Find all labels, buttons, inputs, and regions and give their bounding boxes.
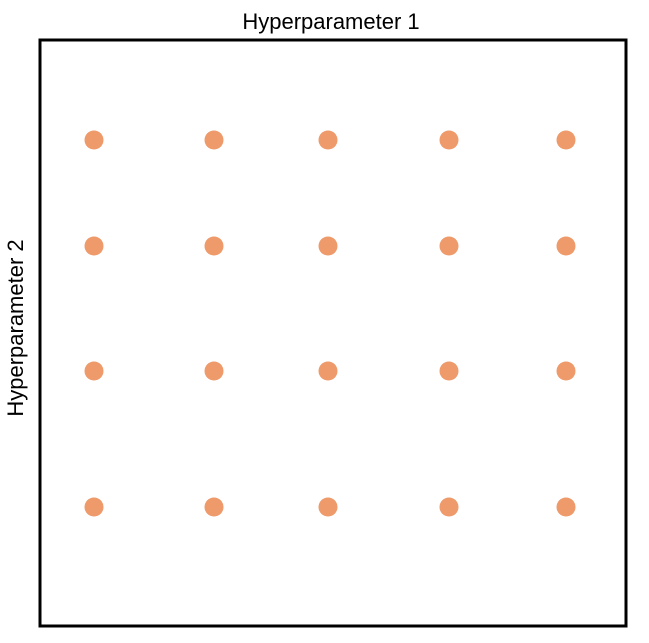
grid-point xyxy=(84,130,104,150)
x-axis-title: Hyperparameter 1 xyxy=(242,9,419,34)
plot-frame xyxy=(38,38,628,628)
grid-point xyxy=(204,236,224,256)
grid-point xyxy=(84,236,104,256)
grid-point xyxy=(204,361,224,381)
grid-point xyxy=(318,361,338,381)
grid-point xyxy=(556,236,576,256)
grid-point xyxy=(439,236,459,256)
grid-point xyxy=(318,236,338,256)
grid-point xyxy=(204,497,224,517)
y-axis-title: Hyperparameter 2 xyxy=(3,239,28,416)
grid-point xyxy=(84,497,104,517)
grid-point xyxy=(204,130,224,150)
grid-points xyxy=(84,130,576,517)
grid-point xyxy=(439,130,459,150)
grid-point xyxy=(556,361,576,381)
grid-point xyxy=(439,497,459,517)
grid-point xyxy=(84,361,104,381)
grid-point xyxy=(556,130,576,150)
grid-point xyxy=(439,361,459,381)
grid-point xyxy=(556,497,576,517)
grid-point xyxy=(318,497,338,517)
grid-point xyxy=(318,130,338,150)
